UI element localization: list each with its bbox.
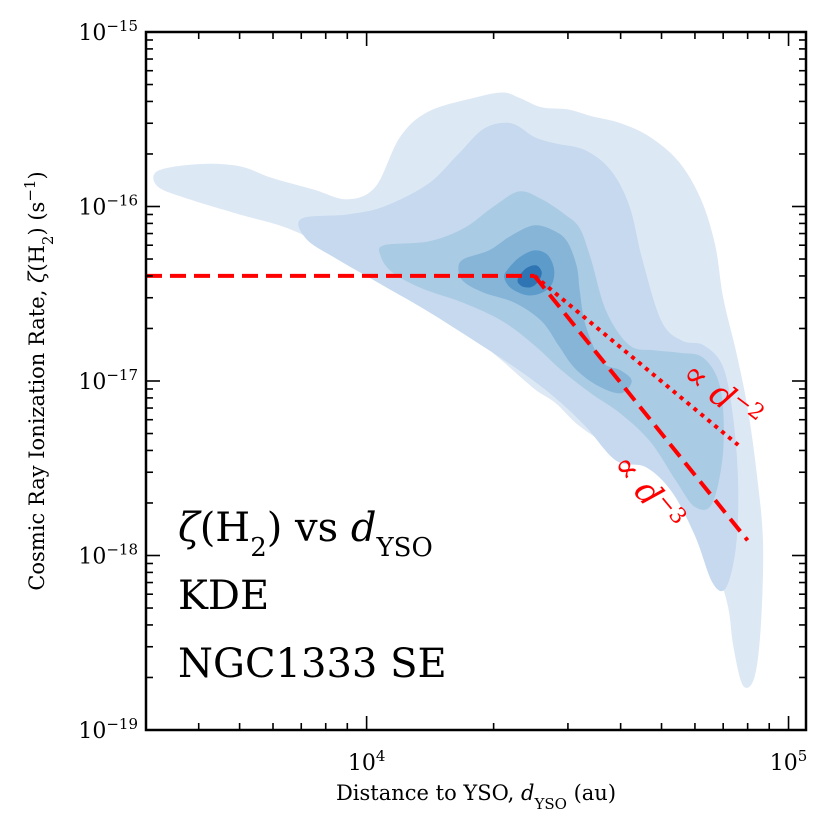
y-tick-label: 10−19 [78,715,138,744]
y-tick-label: 10−15 [78,17,138,46]
y-tick-label: 10−17 [78,366,138,395]
annotation-region: NGC1333 SE [178,641,447,687]
axis-ticks [145,31,806,731]
x-tick-label: 105 [770,747,808,776]
y-tick-label: 10−16 [78,192,138,221]
y-axis-title: Cosmic Ray Ionization Rate, ζ(H2) (s−1) [21,171,57,590]
kde-contour-level-6 [517,265,542,288]
annotation-method: KDE [178,573,269,619]
kde-contour-level-2 [298,122,739,592]
axis-tick-labels: 104 105 10−15 10−16 10−17 10−18 10−19 [78,17,807,776]
x-axis-title: Distance to YSO, dYSO (au) [336,781,616,813]
x-tick-label: 104 [348,747,386,776]
model-lines [146,273,750,542]
y-tick-label: 10−18 [78,541,138,570]
model-line-2 [532,274,750,542]
annotation-title: ζ(H2) vs dYSO [178,505,433,563]
kde-contour-level-4 [458,225,632,394]
kde-contours [153,92,764,688]
